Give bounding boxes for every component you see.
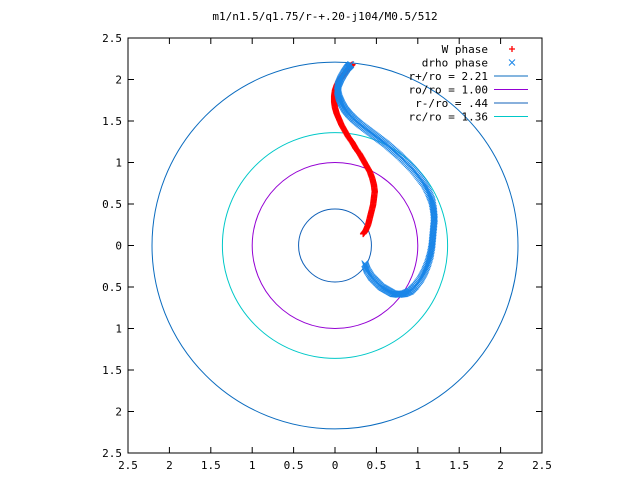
x-tick-label: 1.5 bbox=[449, 459, 469, 472]
y-tick-label: 0.5 bbox=[102, 198, 122, 211]
y-tick-label: 0 bbox=[115, 240, 122, 253]
legend-marker bbox=[508, 59, 516, 66]
x-tick-label: 1 bbox=[414, 459, 421, 472]
circle-r bbox=[298, 208, 372, 283]
circle-ro bbox=[251, 162, 419, 329]
circle-r bbox=[151, 61, 519, 430]
x-tick-label: 2.5 bbox=[118, 459, 138, 472]
y-tick-label: 2 bbox=[115, 406, 122, 419]
data-series bbox=[330, 61, 438, 299]
legend-label: W phase bbox=[442, 43, 488, 56]
axes-ticks: 2.5 2 1.5 1 0.5 0 0.5 1 1.5 2 2.52.521.510.500.511… bbox=[102, 32, 552, 472]
legend-marker bbox=[509, 46, 515, 52]
x-tick-label: 0 bbox=[332, 459, 339, 472]
chart-title: m1/n1.5/q1.75/r-+.20-j104/M0.5/512 bbox=[212, 10, 437, 23]
x-tick-label: 2 bbox=[166, 459, 173, 472]
series-drho-phase bbox=[333, 61, 438, 299]
y-tick-label: 1.5 bbox=[102, 115, 122, 128]
x-tick-label: 2.5 bbox=[532, 459, 552, 472]
y-tick-label: 1.5 bbox=[102, 364, 122, 377]
legend-label: drho phase bbox=[422, 57, 488, 70]
legend-label: rc/ro = 1.36 bbox=[409, 111, 488, 124]
x-tick-label: 0.5 bbox=[284, 459, 304, 472]
x-tick-label: 1 bbox=[249, 459, 256, 472]
x-tick-label: 0.5 bbox=[366, 459, 386, 472]
legend-label: ro/ro = 1.00 bbox=[409, 84, 488, 97]
data-point bbox=[361, 260, 369, 268]
y-tick-label: 0.5 bbox=[102, 281, 122, 294]
y-tick-label: 2.5 bbox=[102, 447, 122, 460]
legend-label: r-/ro = .44 bbox=[415, 97, 488, 110]
y-tick-label: 2.5 bbox=[102, 32, 122, 45]
y-tick-label: 2 bbox=[115, 74, 122, 87]
reference-circles bbox=[151, 61, 519, 430]
circle-rc bbox=[221, 132, 449, 359]
y-tick-label: 1 bbox=[115, 323, 122, 336]
x-tick-label: 2 bbox=[497, 459, 504, 472]
x-tick-label: 1.5 bbox=[201, 459, 221, 472]
y-tick-label: 1 bbox=[115, 157, 122, 170]
data-point bbox=[359, 230, 367, 238]
legend-label: r+/ro = 2.21 bbox=[409, 70, 488, 83]
